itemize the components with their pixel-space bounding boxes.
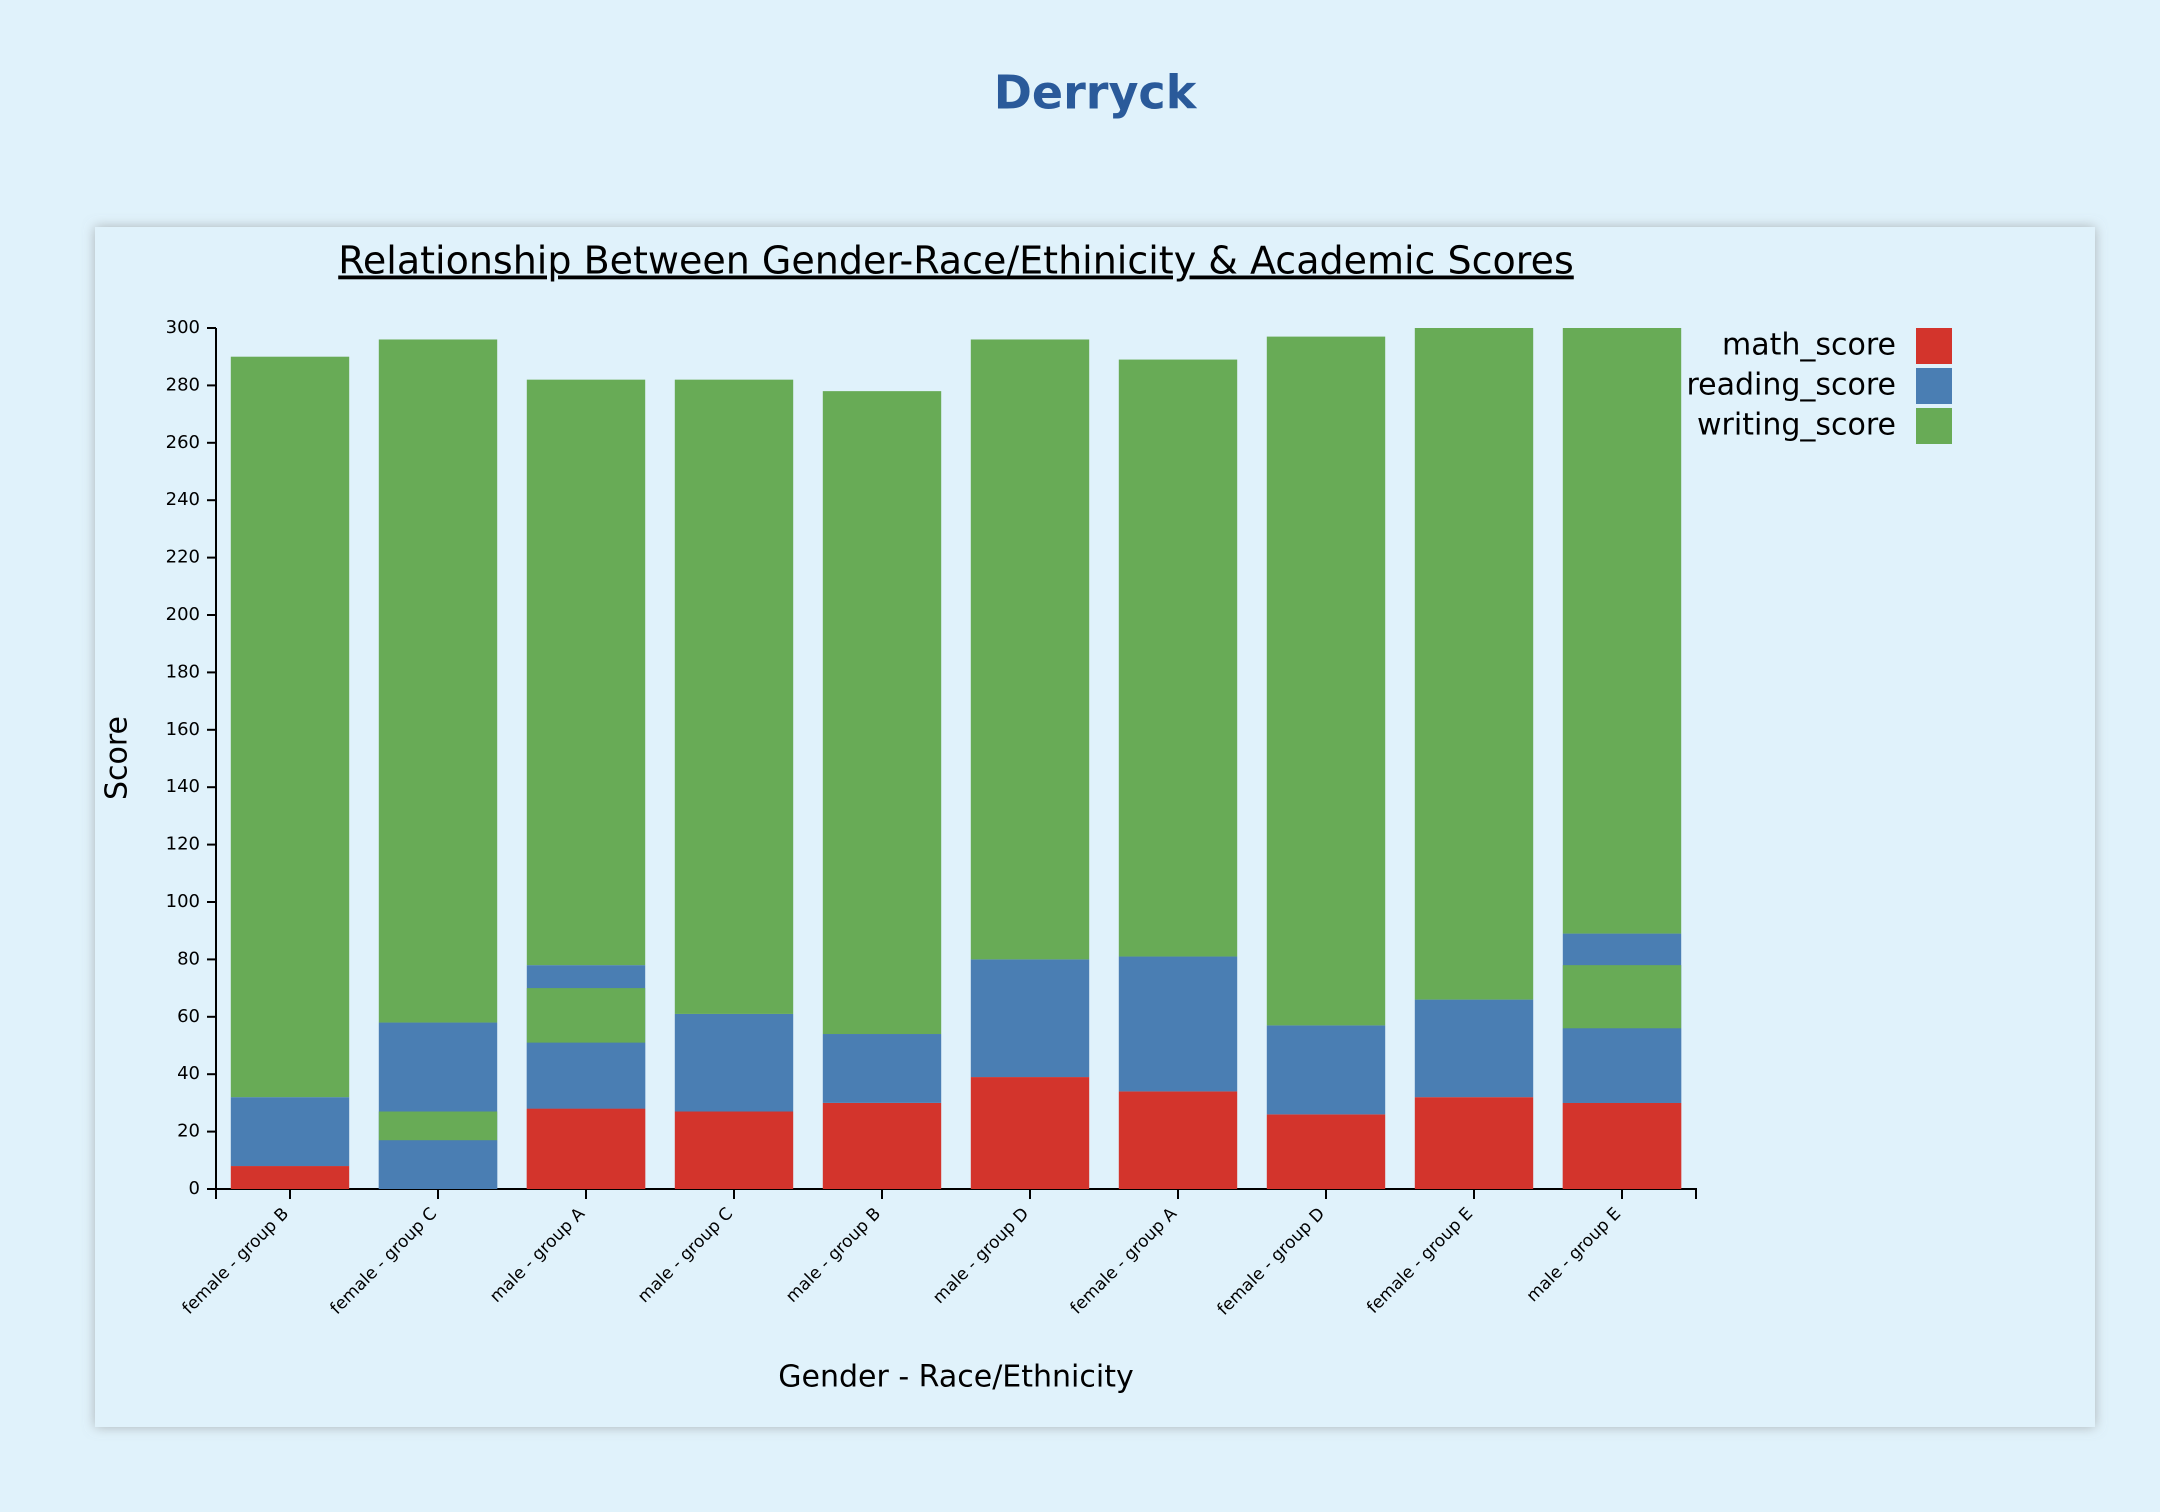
y-tick-label: 60 xyxy=(177,1006,200,1027)
bar-segment xyxy=(378,339,498,1023)
bar-segment xyxy=(230,356,350,1098)
bar-segment xyxy=(970,1077,1090,1189)
bar-segment xyxy=(1266,1025,1386,1115)
bar-segment xyxy=(822,391,942,1035)
bar-segment xyxy=(1562,328,1682,934)
x-axis xyxy=(215,1188,1697,1199)
legend-swatch xyxy=(1916,368,1952,404)
y-tick-label: 220 xyxy=(166,547,200,568)
bar-segment xyxy=(230,1166,350,1189)
bar-segment xyxy=(526,1042,646,1109)
bar-segment xyxy=(378,1111,498,1141)
bar-segment xyxy=(970,959,1090,1078)
legend-swatch xyxy=(1916,408,1952,444)
bar-segment xyxy=(230,1097,350,1167)
legend-label: reading_score xyxy=(1686,368,1896,403)
bar-segment xyxy=(822,1102,942,1189)
bar-segment xyxy=(1562,1028,1682,1103)
bar-segment xyxy=(674,379,794,1014)
bar-segment xyxy=(674,1013,794,1112)
x-axis-label: Gender - Race/Ethnicity xyxy=(778,1360,1134,1395)
bar-segment xyxy=(1266,1114,1386,1189)
bar-segment xyxy=(1118,1091,1238,1189)
y-tick-label: 160 xyxy=(166,719,200,740)
y-tick-label: 100 xyxy=(166,891,200,912)
bar-segment xyxy=(1562,965,1682,1029)
y-tick-label: 180 xyxy=(166,661,200,682)
bar-segment xyxy=(1414,999,1534,1098)
bar-segment xyxy=(1414,1097,1534,1189)
y-tick-label: 120 xyxy=(166,834,200,855)
bar-segment xyxy=(526,379,646,966)
y-tick-label: 140 xyxy=(166,776,200,797)
chart-title: Relationship Between Gender-Race/Ethinic… xyxy=(338,239,1574,283)
y-tick-label: 300 xyxy=(166,317,200,338)
y-axis-label: Score xyxy=(100,716,135,800)
bar-segment xyxy=(822,1034,942,1103)
legend-label: math_score xyxy=(1722,328,1896,363)
bar-segment xyxy=(1118,956,1238,1092)
bar-segment xyxy=(1562,1102,1682,1189)
bar-segment xyxy=(1414,328,1534,1000)
y-tick-label: 40 xyxy=(177,1063,200,1084)
bar-segment xyxy=(674,1111,794,1189)
legend-label: writing_score xyxy=(1697,408,1896,443)
bar-segment xyxy=(378,1140,498,1189)
y-tick-label: 260 xyxy=(166,432,200,453)
y-tick-label: 80 xyxy=(177,948,200,969)
bar-segment xyxy=(526,988,646,1043)
bar-segment xyxy=(1266,336,1386,1026)
y-tick-label: 200 xyxy=(166,604,200,625)
page-title: Derryck xyxy=(994,66,1198,120)
y-tick-label: 240 xyxy=(166,489,200,510)
y-tick-label: 20 xyxy=(177,1121,200,1142)
bar-segment xyxy=(1118,359,1238,957)
bar-segment xyxy=(526,1108,646,1189)
y-tick-label: 280 xyxy=(166,374,200,395)
y-tick-label: 0 xyxy=(189,1178,200,1199)
bar-segment xyxy=(970,339,1090,960)
legend-swatch xyxy=(1916,328,1952,364)
